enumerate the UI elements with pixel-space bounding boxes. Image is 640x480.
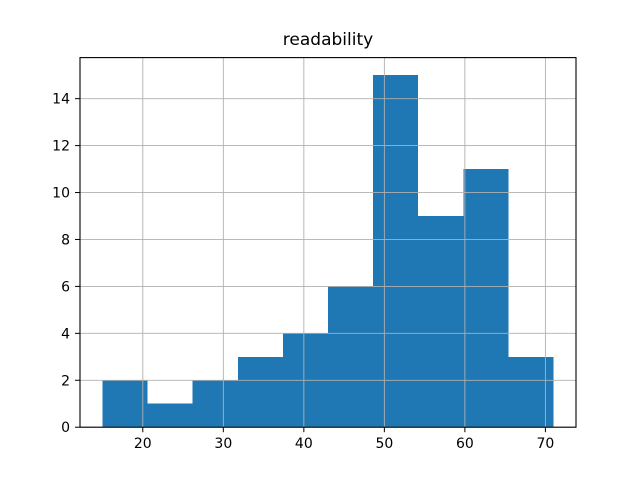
- x-tick-label: 70: [536, 436, 554, 452]
- x-tick-label: 30: [214, 436, 232, 452]
- axes-spines: [79, 57, 577, 428]
- bar: [373, 75, 419, 428]
- bar: [328, 286, 374, 428]
- histogram-bars: [102, 75, 554, 428]
- chart-title: readability: [282, 30, 374, 50]
- bar: [192, 380, 238, 428]
- y-tick-label: 4: [61, 326, 70, 342]
- y-tick-label: 12: [52, 139, 70, 155]
- y-tick-label: 6: [61, 279, 70, 295]
- y-tick-label: 10: [52, 186, 70, 202]
- x-tick-label: 60: [456, 436, 474, 452]
- x-tick-label: 20: [134, 436, 152, 452]
- y-tick-label: 0: [61, 420, 70, 436]
- bar: [147, 403, 193, 428]
- x-tick-label: 50: [375, 436, 393, 452]
- bar: [508, 356, 554, 428]
- y-tick-label: 8: [61, 232, 70, 248]
- bar: [102, 380, 148, 428]
- bar: [463, 169, 509, 428]
- y-tick-label: 14: [52, 92, 70, 108]
- bar: [237, 356, 283, 428]
- y-tick-label: 2: [61, 373, 70, 389]
- x-tick-label: 40: [295, 436, 313, 452]
- bar: [418, 216, 464, 428]
